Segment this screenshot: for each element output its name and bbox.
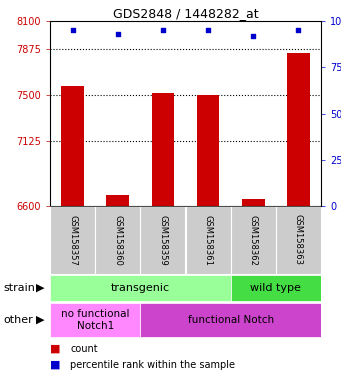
Text: ■: ■: [50, 360, 60, 370]
Text: count: count: [71, 344, 98, 354]
Text: GSM158363: GSM158363: [294, 215, 303, 265]
Bar: [61, 86, 84, 206]
Point: [251, 33, 256, 39]
Text: GSM158359: GSM158359: [159, 215, 167, 265]
Point: [205, 27, 211, 33]
Bar: [140, 206, 186, 274]
Bar: [140, 303, 321, 337]
Point: [160, 27, 166, 33]
Text: no functional
Notch1: no functional Notch1: [61, 309, 130, 331]
Bar: [197, 95, 219, 206]
Text: GSM158357: GSM158357: [68, 215, 77, 265]
Bar: [242, 199, 265, 206]
Bar: [231, 206, 276, 274]
Bar: [50, 206, 95, 274]
Text: GSM158361: GSM158361: [204, 215, 212, 265]
Bar: [186, 206, 231, 274]
Text: GSM158360: GSM158360: [113, 215, 122, 265]
Bar: [95, 206, 140, 274]
Bar: [276, 206, 321, 274]
Point: [115, 31, 120, 37]
Text: functional Notch: functional Notch: [188, 315, 274, 325]
Bar: [50, 303, 140, 337]
Point: [296, 27, 301, 33]
Text: ▶: ▶: [36, 283, 45, 293]
Point: [70, 27, 75, 33]
Text: wild type: wild type: [250, 283, 301, 293]
Bar: [106, 195, 129, 206]
Text: transgenic: transgenic: [111, 283, 170, 293]
Bar: [152, 93, 174, 206]
Text: percentile rank within the sample: percentile rank within the sample: [71, 360, 235, 370]
Bar: [231, 275, 321, 301]
Bar: [287, 53, 310, 206]
Bar: [50, 275, 231, 301]
Text: strain: strain: [3, 283, 35, 293]
Text: other: other: [3, 315, 33, 325]
Text: ▶: ▶: [36, 315, 45, 325]
Text: ■: ■: [50, 344, 60, 354]
Text: GSM158362: GSM158362: [249, 215, 258, 265]
Title: GDS2848 / 1448282_at: GDS2848 / 1448282_at: [113, 7, 258, 20]
